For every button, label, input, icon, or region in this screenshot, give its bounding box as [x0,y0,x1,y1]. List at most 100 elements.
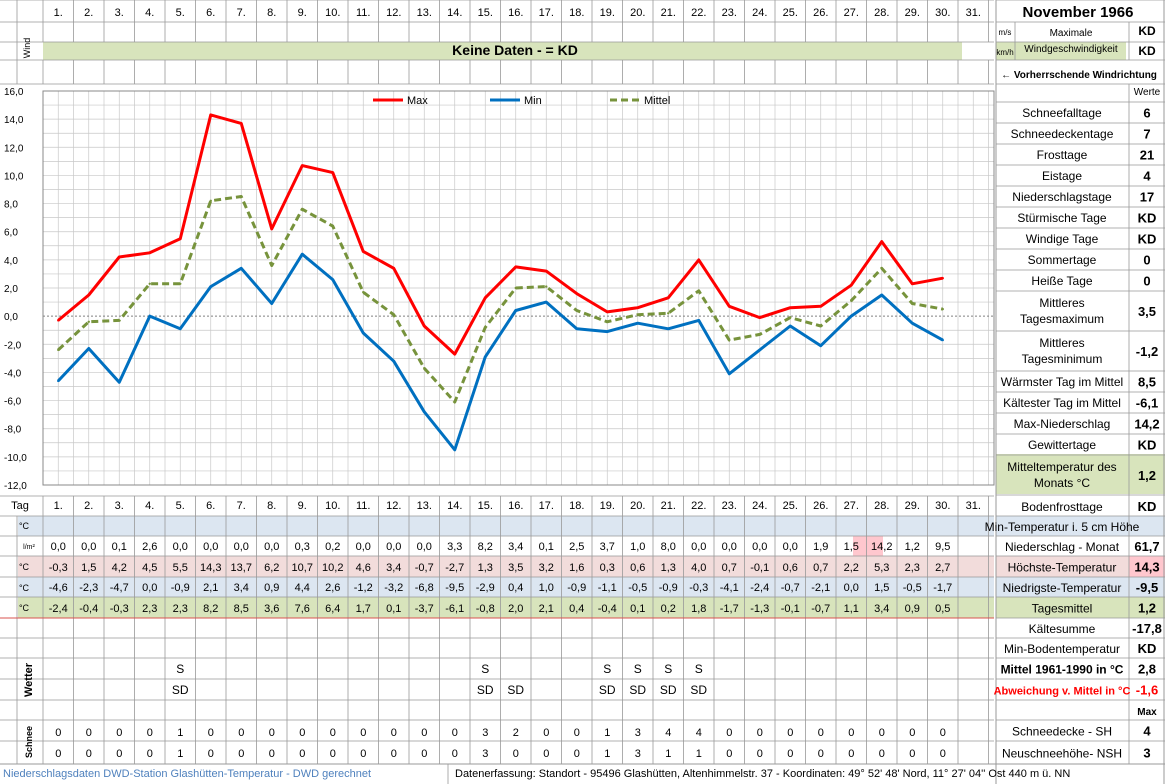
snow-depth-cell: 0 [787,727,793,739]
header-day-label: 16. [508,7,523,19]
data-point-min [941,338,944,342]
data-point-mittel [209,199,212,202]
data-point-mittel [575,309,578,312]
precip-cell: 0,1 [112,541,127,553]
bottom-day-label: 4. [145,500,154,512]
data-point-min [606,330,609,333]
wind-band [43,42,962,60]
stat-value: 0 [1143,274,1150,289]
bottom-day-label: 19. [600,500,615,512]
precip-cell: 8,2 [478,541,493,553]
data-point-mittel [514,286,517,290]
data-point-mittel [880,267,883,270]
min-temp-cell: -0,5 [628,582,647,594]
bottom-day-label: 3. [115,500,124,512]
snow-depth-cell: 2 [513,727,519,739]
side-min5cm-band [996,516,1165,536]
data-point-min [484,355,487,359]
stat-label: Max-Niederschlag [1014,417,1111,431]
unit-ms: m/s [999,28,1012,37]
mean-temp-cell: 2,3 [142,603,157,615]
new-snow-cell: 0 [391,748,397,760]
new-snow-cell: 0 [421,748,427,760]
weather-code-sd: SD [629,683,646,697]
data-point-max [697,258,700,262]
data-point-min [514,309,517,312]
mean-temp-cell: 2,0 [508,603,523,615]
mean-temp-cell: -2,4 [49,603,68,615]
header-day-label: 14. [447,7,462,19]
snow-depth-cell: 1 [604,727,610,739]
weather-code-sd: SD [599,683,616,697]
max-temp-cell: 0,7 [722,562,737,574]
side-label: Mittel 1961-1990 in °C [1001,663,1124,677]
data-point-min [911,322,914,325]
precip-cell: 2,5 [569,541,584,553]
data-point-min [453,448,456,451]
side-value: -9,5 [1136,580,1158,595]
monthly-mean-band [996,454,1165,494]
stat-label: Wärmster Tag im Mittel [1001,375,1123,389]
mean-temp-cell: -0,8 [476,603,495,615]
min-temp-cell: 1,0 [539,582,554,594]
bottom-day-label: 23. [722,500,737,512]
y-tick-label: -8,0 [4,425,22,436]
header-day-label: 4. [145,7,154,19]
data-point-max [118,255,121,259]
weather-code-s: S [634,662,642,676]
new-snow-cell: 1 [604,748,610,760]
stat-label: Sommertage [1028,253,1097,267]
data-point-mittel [636,313,639,316]
wind-label: Wind [22,38,32,59]
max-temp-cell: 1,3 [661,562,676,574]
data-point-mittel [667,312,670,315]
data-point-max [545,269,548,273]
bottom-day-label: 8. [267,500,276,512]
min-temp-cell: -0,3 [689,582,708,594]
data-point-mittel [392,313,395,316]
snow-depth-cell: 4 [696,727,702,739]
weather-code-sd: SD [690,683,707,697]
mean-temp-cell: -0,4 [79,603,98,615]
data-point-max [667,296,670,299]
new-snow-cell: 0 [208,748,214,760]
data-point-mittel [606,320,609,323]
snow-depth-cell: 0 [726,727,732,739]
min-band [18,577,994,597]
stat-label: Schneefalltage [1022,106,1102,120]
side-mean-band [996,597,1165,618]
snow-depth-cell: 3 [482,727,488,739]
weather-code-sd: SD [660,683,677,697]
new-snow-cell: 0 [238,748,244,760]
precip-cell: 0,0 [783,541,798,553]
side-label: Schneedecke - SH [1012,725,1112,739]
new-snow-cell: 0 [452,748,458,760]
tag-label: Tag [11,500,29,512]
data-point-min [301,253,304,256]
data-point-max [911,282,914,285]
precip-cell: 0,2 [325,541,340,553]
data-point-min [209,285,212,288]
mean-temp-cell: 2,1 [539,603,554,615]
data-point-max [728,305,731,308]
new-snow-cell: 3 [482,748,488,760]
max-temp-cell: -0,7 [415,562,434,574]
precip-cell: 1,0 [630,541,645,553]
header-day-label: 3. [115,7,124,19]
stat-value: 6 [1143,106,1150,121]
stat-label: Stürmische Tage [1017,211,1106,225]
data-point-mittel [758,333,761,336]
max-temp-cell: 0,6 [783,562,798,574]
stat-label-line2: Monats °C [1034,476,1090,490]
new-snow-cell: 0 [879,748,885,760]
max-temp-cell: 3,5 [508,562,523,574]
prevailing-wind-label: ← Vorherrschende Windrichtung [1001,70,1157,81]
snow-depth-cell: 0 [391,727,397,739]
new-snow-cell: 1 [665,748,671,760]
max-temp-cell: 4,6 [356,562,371,574]
new-snow-cell: 0 [513,748,519,760]
data-point-max [209,113,212,117]
data-point-mittel [57,348,60,352]
snow-depth-cell: 0 [421,727,427,739]
